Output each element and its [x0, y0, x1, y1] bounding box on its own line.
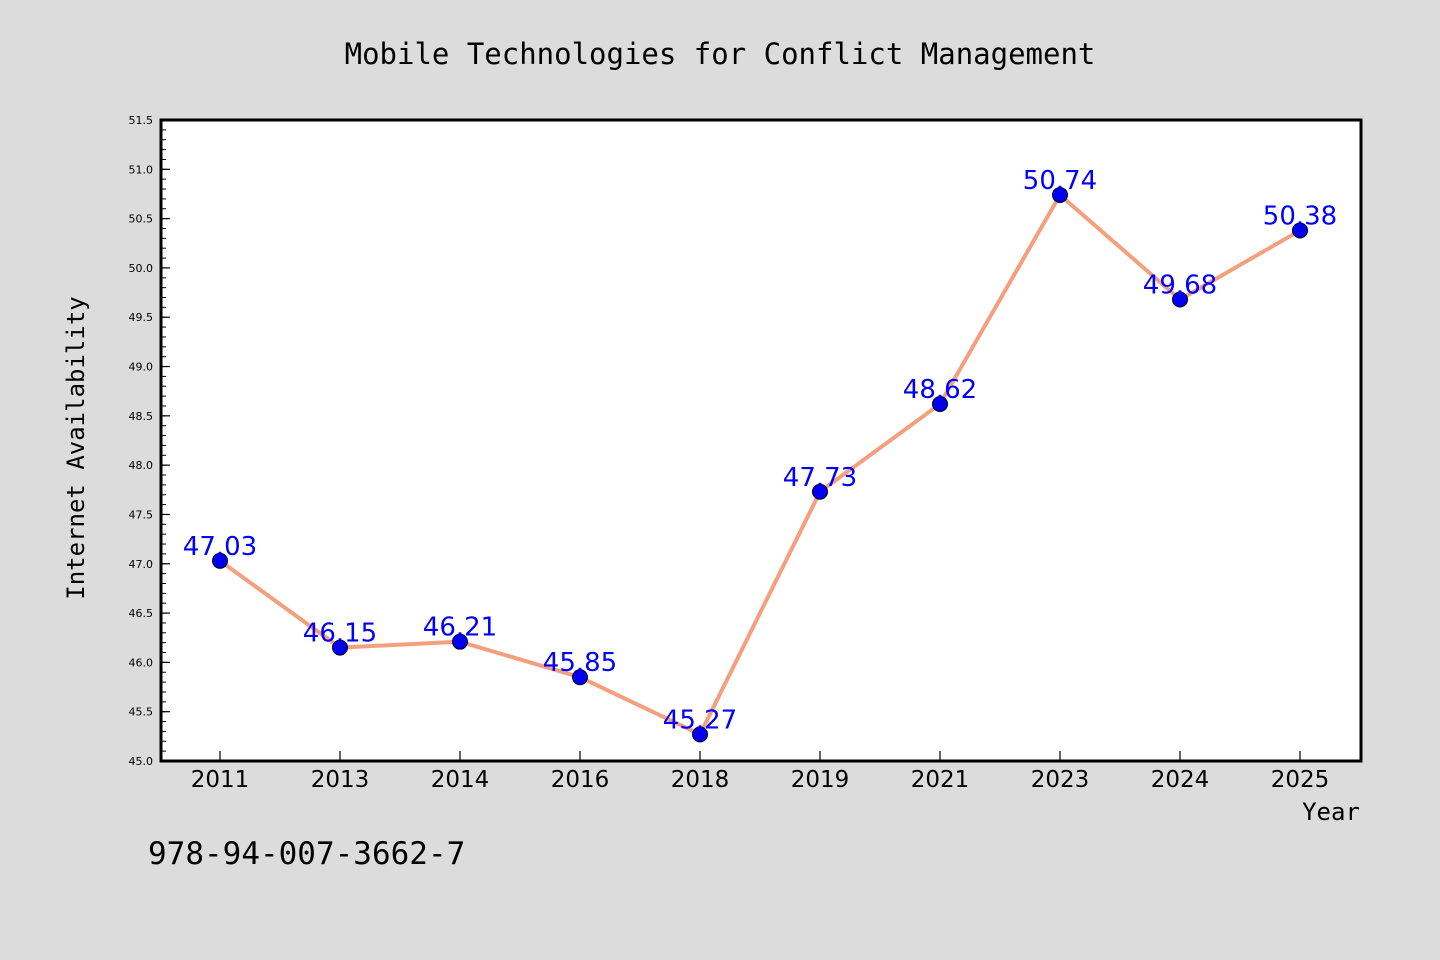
y-tick-label: 51.5	[129, 114, 154, 127]
data-point-marker	[1172, 291, 1188, 308]
x-tick-label: 2013	[311, 767, 370, 793]
series-line-group	[218, 192, 1301, 737]
y-tick-label: 49.5	[129, 311, 154, 324]
data-value-label: 45.27	[663, 705, 737, 735]
x-tick-label: 2014	[431, 767, 490, 793]
x-tick-label: 2025	[1271, 767, 1330, 793]
data-value-label: 50.74	[1023, 166, 1097, 196]
data-labels: 47.03 46.15 46.21 45.85 45.27 47.73 48.62 50.74…	[183, 166, 1337, 735]
data-value-label: 49.68	[1143, 270, 1217, 300]
series-line	[218, 192, 1301, 737]
chart-title: Mobile Technologies for Conflict Managem…	[345, 37, 1096, 71]
data-point-marker	[692, 726, 708, 743]
y-tick-label: 48.0	[129, 459, 154, 472]
x-axis-label: Year	[1302, 798, 1360, 826]
data-value-label: 47.73	[783, 463, 857, 493]
data-value-label: 50.38	[1263, 201, 1337, 231]
x-tick-label: 2011	[191, 767, 250, 793]
y-tick-label: 47.5	[129, 508, 154, 521]
y-tick-label: 45.0	[129, 755, 154, 768]
data-value-label: 45.85	[543, 648, 617, 678]
y-tick-label: 49.0	[129, 361, 154, 374]
x-tick-label: 2021	[911, 767, 970, 793]
data-point-marker	[452, 633, 468, 650]
y-tick-label: 50.5	[129, 213, 154, 226]
data-point-marker	[812, 483, 828, 500]
data-value-label: 46.21	[423, 613, 497, 643]
y-tick-label: 46.5	[129, 607, 154, 620]
x-tick-label: 2019	[791, 767, 850, 793]
data-value-label: 46.15	[303, 619, 377, 649]
plot-area	[161, 120, 1361, 761]
x-tick-label: 2018	[671, 767, 730, 793]
y-axis-label: Internet Availability	[62, 296, 90, 599]
plot-frame	[159, 118, 1363, 763]
x-tick-label: 2024	[1151, 767, 1210, 793]
data-points	[212, 186, 1308, 743]
y-tick-label: 46.0	[129, 656, 154, 669]
data-point-marker	[1292, 222, 1308, 239]
data-point-marker	[932, 396, 948, 413]
data-point-marker	[212, 552, 228, 569]
y-tick-label: 47.0	[129, 558, 154, 571]
data-point-marker	[572, 669, 588, 686]
x-axis: 2011 2013 2014 2016 2018 2019 2021 2023 2024 2025	[191, 751, 1330, 793]
data-point-marker	[332, 639, 348, 656]
x-tick-label: 2016	[551, 767, 610, 793]
data-value-label: 48.62	[903, 375, 977, 405]
y-tick-label: 51.0	[129, 163, 154, 176]
x-tick-label: 2023	[1031, 767, 1090, 793]
data-point-marker	[1052, 186, 1068, 203]
y-axis: 45.0 45.5 46.0 46.5 47.0 47.5 48.0 48.5 49.0 49.5…	[129, 114, 170, 768]
isbn-annotation: 978-94-007-3662-7	[148, 836, 465, 872]
y-tick-label: 45.5	[129, 706, 154, 719]
y-tick-label: 48.5	[129, 410, 154, 423]
data-value-label: 47.03	[183, 532, 257, 562]
y-tick-label: 50.0	[129, 262, 154, 275]
